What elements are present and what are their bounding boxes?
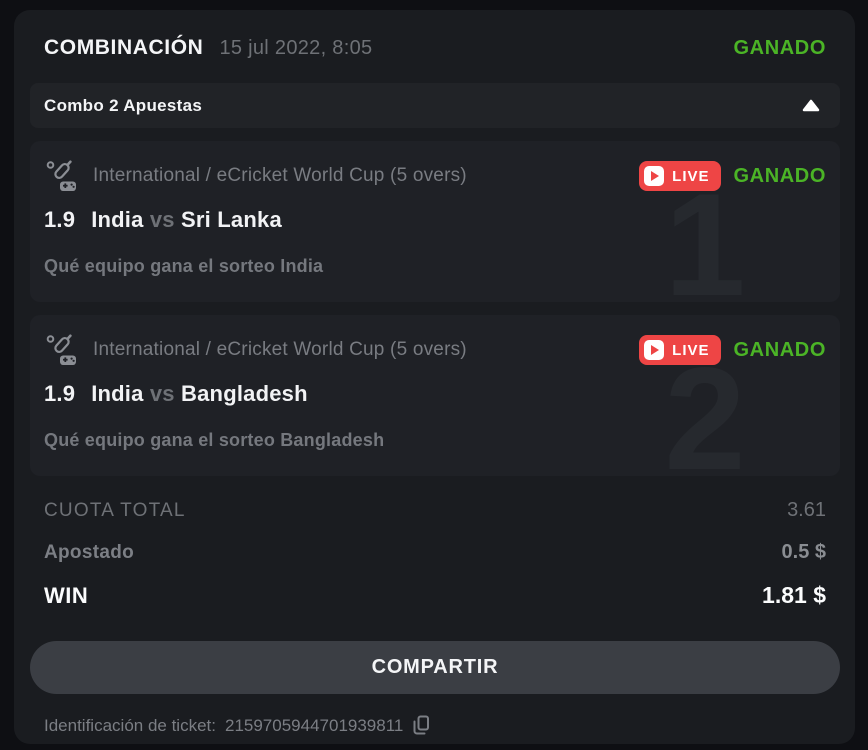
bet-card-2: 2 International / eCricket World Cup (5 … xyxy=(30,315,840,476)
live-badge: LIVE xyxy=(639,161,721,191)
live-badge: LIVE xyxy=(639,335,721,365)
play-icon xyxy=(644,166,665,186)
play-icon xyxy=(644,340,665,360)
bet-number-watermark: 2 xyxy=(664,337,746,477)
vs-label: vs xyxy=(149,381,175,406)
team-home: India xyxy=(91,207,144,232)
bet-odds: 1.9 xyxy=(44,381,76,406)
bet-datetime: 15 jul 2022, 8:05 xyxy=(219,36,373,59)
win-row: WIN 1.81 $ xyxy=(44,582,826,609)
ticket-header: COMBINACIÓN 15 jul 2022, 8:05 GANADO xyxy=(30,24,840,64)
bet-number-watermark: 1 xyxy=(664,163,746,303)
ticket-id-label: Identificación de ticket: xyxy=(44,715,216,735)
total-odds-row: CUOTA TOTAL 3.61 xyxy=(44,499,826,522)
copy-icon[interactable] xyxy=(412,715,431,736)
share-button[interactable]: COMPARTIR xyxy=(30,641,840,694)
chevron-up-icon[interactable] xyxy=(802,99,820,112)
ecricket-icon xyxy=(44,158,80,194)
ticket-status-badge: GANADO xyxy=(733,36,826,59)
total-odds-value: 3.61 xyxy=(787,499,826,521)
bet-selection-line: 1.9 India vs Sri Lanka xyxy=(44,207,826,233)
win-label: WIN xyxy=(44,583,89,608)
bet-status-badge: GANADO xyxy=(733,164,826,187)
stake-value: 0.5 $ xyxy=(781,541,826,563)
ticket-id-value: 2159705944701939811 xyxy=(224,715,404,735)
total-odds-label: CUOTA TOTAL xyxy=(44,500,186,521)
bet-selection-line: 1.9 India vs Bangladesh xyxy=(44,381,826,407)
bet-market: Qué equipo gana el sorteo Bangladesh xyxy=(44,430,385,450)
bet-market: Qué equipo gana el sorteo India xyxy=(44,256,324,276)
combo-label: Combo 2 Apuestas xyxy=(44,95,203,115)
bet-type-title: COMBINACIÓN xyxy=(44,36,204,59)
ecricket-icon xyxy=(44,332,80,368)
ticket-id-row: Identificación de ticket: 21597059447019… xyxy=(30,715,840,736)
bet-league: International / eCricket World Cup (5 ov… xyxy=(93,339,467,360)
bet-league: International / eCricket World Cup (5 ov… xyxy=(93,165,467,186)
team-away: Sri Lanka xyxy=(181,207,282,232)
vs-label: vs xyxy=(149,207,175,232)
stake-row: Apostado 0.5 $ xyxy=(44,541,826,564)
team-home: India xyxy=(91,381,144,406)
bet-odds: 1.9 xyxy=(44,207,76,232)
team-away: Bangladesh xyxy=(181,381,308,406)
stake-label: Apostado xyxy=(44,542,135,563)
ticket-summary: CUOTA TOTAL 3.61 Apostado 0.5 $ WIN 1.81… xyxy=(30,499,840,609)
win-value: 1.81 $ xyxy=(762,582,826,608)
bet-status-badge: GANADO xyxy=(733,338,826,361)
combo-collapse-bar[interactable]: Combo 2 Apuestas xyxy=(30,83,840,128)
bet-ticket-card: COMBINACIÓN 15 jul 2022, 8:05 GANADO Com… xyxy=(14,10,855,744)
bet-card-1: 1 International / eCricket World Cup (5 … xyxy=(30,141,840,302)
